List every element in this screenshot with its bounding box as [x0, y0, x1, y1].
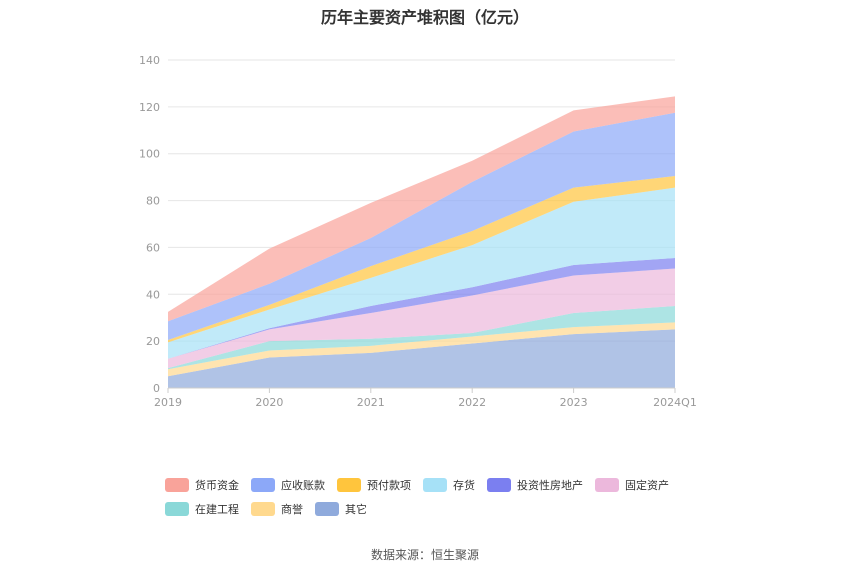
y-tick-label: 120 — [139, 101, 160, 114]
legend: 货币资金 应收账款 预付款项 存货 投资性房地产 固定资产 在建工程 商誉 其它 — [165, 473, 725, 521]
legend-swatch — [487, 478, 511, 492]
legend-item[interactable]: 预付款项 — [337, 477, 411, 493]
legend-item[interactable]: 在建工程 — [165, 501, 239, 517]
legend-swatch — [315, 502, 339, 516]
x-tick-label: 2019 — [154, 396, 182, 409]
y-tick-label: 80 — [146, 195, 160, 208]
x-tick-label: 2020 — [255, 396, 283, 409]
y-tick-label: 100 — [139, 148, 160, 161]
legend-swatch — [595, 478, 619, 492]
legend-item[interactable]: 固定资产 — [595, 477, 669, 493]
legend-label: 货币资金 — [195, 479, 239, 492]
area-series-预付款项 — [168, 175, 675, 343]
legend-label: 固定资产 — [625, 479, 669, 492]
area-series-商誉 — [168, 322, 675, 377]
legend-item[interactable]: 存货 — [423, 477, 475, 493]
legend-item[interactable]: 投资性房地产 — [487, 477, 583, 493]
legend-label: 应收账款 — [281, 479, 325, 492]
legend-item[interactable]: 应收账款 — [251, 477, 325, 493]
y-tick-label: 0 — [153, 382, 160, 395]
legend-label: 存货 — [453, 479, 475, 492]
legend-row: 在建工程 商誉 其它 — [165, 497, 725, 521]
legend-label: 在建工程 — [195, 503, 239, 516]
area-series-投资性房地产 — [168, 257, 675, 359]
x-tick-label: 2021 — [357, 396, 385, 409]
legend-label: 其它 — [345, 503, 367, 516]
y-tick-label: 140 — [139, 54, 160, 67]
legend-swatch — [165, 478, 189, 492]
area-series — [168, 96, 675, 388]
area-series-固定资产 — [168, 268, 675, 369]
x-tick-label: 2023 — [560, 396, 588, 409]
legend-label: 预付款项 — [367, 479, 411, 492]
legend-swatch — [165, 502, 189, 516]
legend-swatch — [423, 478, 447, 492]
legend-item[interactable]: 商誉 — [251, 501, 303, 517]
chart-title: 历年主要资产堆积图（亿元） — [320, 8, 529, 27]
x-tick-label: 2024Q1 — [653, 396, 697, 409]
x-tick-label: 2022 — [458, 396, 486, 409]
area-series-其它 — [168, 329, 675, 388]
legend-swatch — [251, 502, 275, 516]
data-source: 数据来源：恒生聚源 — [370, 548, 479, 562]
y-tick-label: 20 — [146, 335, 160, 348]
y-tick-label: 60 — [146, 241, 160, 254]
legend-swatch — [337, 478, 361, 492]
axes: 0 20 40 60 80 100 120 140 2019 2020 2021 2022 2023 20… — [139, 54, 697, 409]
legend-item[interactable]: 其它 — [315, 501, 367, 517]
area-series-货币资金 — [168, 96, 675, 322]
legend-label: 商誉 — [281, 503, 303, 516]
legend-swatch — [251, 478, 275, 492]
legend-row: 货币资金 应收账款 预付款项 存货 投资性房地产 固定资产 — [165, 473, 725, 497]
area-series-存货 — [168, 187, 675, 359]
legend-item[interactable]: 货币资金 — [165, 477, 239, 493]
area-series-应收账款 — [168, 112, 675, 340]
area-series-在建工程 — [168, 306, 675, 370]
legend-label: 投资性房地产 — [517, 479, 583, 492]
y-tick-label: 40 — [146, 288, 160, 301]
